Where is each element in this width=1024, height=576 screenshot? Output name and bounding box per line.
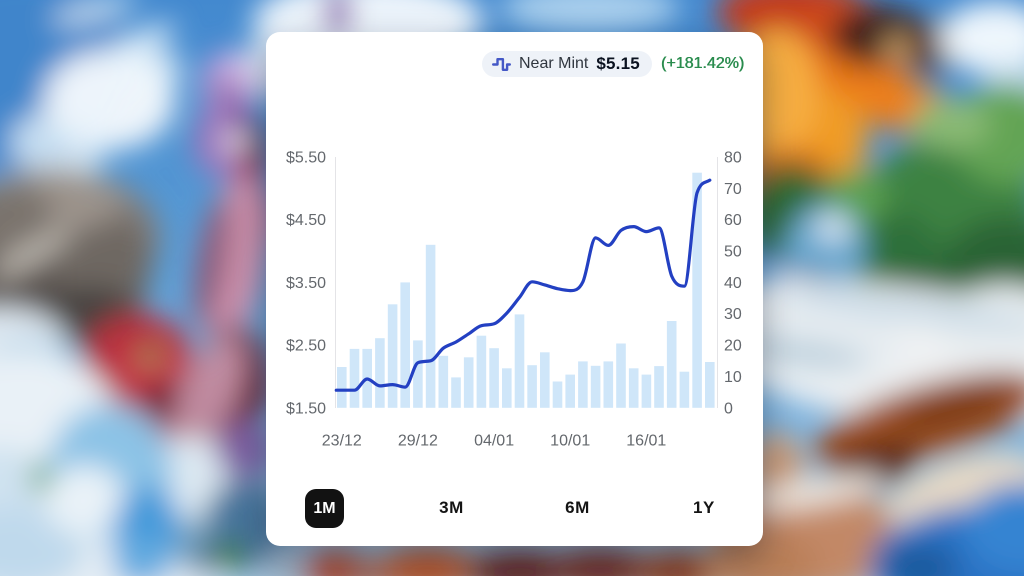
svg-text:$4.50: $4.50 (286, 212, 326, 229)
svg-text:10: 10 (724, 369, 742, 386)
svg-text:$2.50: $2.50 (286, 338, 326, 355)
svg-text:10/01: 10/01 (550, 433, 590, 450)
svg-text:30: 30 (724, 306, 742, 323)
svg-text:$1.50: $1.50 (286, 400, 326, 417)
svg-text:0: 0 (724, 400, 733, 417)
svg-text:40: 40 (724, 275, 742, 292)
svg-text:16/01: 16/01 (626, 433, 666, 450)
svg-text:29/12: 29/12 (398, 433, 438, 450)
svg-text:60: 60 (724, 212, 742, 229)
svg-text:23/12: 23/12 (322, 433, 362, 450)
svg-text:20: 20 (724, 338, 742, 355)
svg-text:$5.50: $5.50 (286, 150, 326, 167)
svg-text:80: 80 (724, 150, 742, 167)
svg-text:70: 70 (724, 181, 742, 198)
svg-text:04/01: 04/01 (474, 433, 514, 450)
svg-text:50: 50 (724, 244, 742, 261)
svg-text:$3.50: $3.50 (286, 275, 326, 292)
